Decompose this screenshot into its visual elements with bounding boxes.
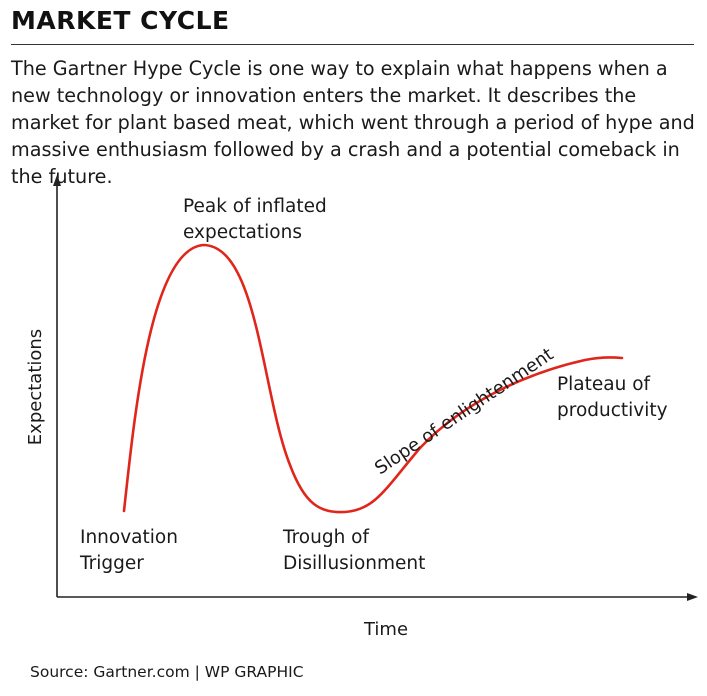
y-axis-arrow-icon [53, 175, 61, 186]
phase-label-plateau: Plateau of productivity [557, 374, 668, 421]
phase-label-innovation-trigger: Innovation Trigger [79, 527, 184, 574]
source-credit: Source: Gartner.com | WP GRAPHIC [30, 663, 304, 681]
phase-label-slope: Slope of enlightenment [371, 344, 557, 479]
y-axis-label: Expectations [25, 329, 46, 445]
hype-cycle-curve [122, 243, 624, 514]
x-axis-arrow-icon [687, 593, 698, 601]
title-divider [11, 44, 694, 45]
x-axis-label: Time [363, 619, 408, 640]
graphic-description: The Gartner Hype Cycle is one way to exp… [11, 57, 695, 188]
phase-label-peak: Peak of inflated expectations [183, 196, 333, 243]
graphic-title: MARKET CYCLE [11, 6, 230, 35]
phase-label-trough: Trough of Disillusionment [282, 527, 425, 574]
